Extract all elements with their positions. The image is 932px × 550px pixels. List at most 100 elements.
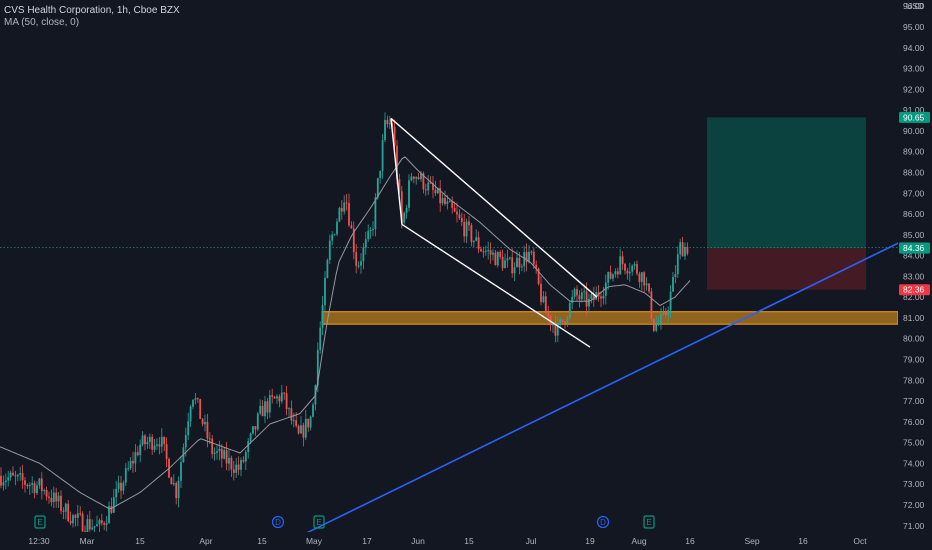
candle-body <box>530 251 533 253</box>
candle-body <box>38 478 41 486</box>
candle-body <box>470 225 473 243</box>
candle-body <box>192 399 194 407</box>
candle-body <box>381 140 384 171</box>
price-axis-tick: 84.00 <box>903 251 925 261</box>
candle-body <box>568 303 571 319</box>
candle-body <box>410 176 413 181</box>
candle-body <box>228 457 230 464</box>
candle-body <box>26 484 29 487</box>
candle-body <box>657 323 660 325</box>
candle-body <box>415 177 418 179</box>
candle-body <box>223 450 226 459</box>
candle-body <box>386 119 389 125</box>
price-axis-tick: 74.00 <box>903 458 925 468</box>
candle-body <box>189 406 192 422</box>
time-axis-tick: 16 <box>685 536 695 546</box>
candle-body <box>319 327 322 350</box>
candle-body <box>441 198 444 204</box>
candle-body <box>144 435 146 445</box>
candle-body <box>100 520 103 524</box>
candle-body <box>403 212 406 223</box>
price-tag <box>899 242 930 254</box>
earnings-event-marker <box>313 515 325 529</box>
time-axis-tick: 12:30 <box>28 536 50 546</box>
candle-body <box>16 474 19 477</box>
candle-body <box>556 322 559 336</box>
candle-body <box>444 198 446 205</box>
price-axis-tick: 83.00 <box>903 271 925 281</box>
candle-body <box>638 273 641 282</box>
price-axis-tick: 93.00 <box>903 64 925 74</box>
candle-body <box>216 451 218 453</box>
candle-body <box>343 202 346 212</box>
candle-body <box>667 310 670 316</box>
candle-body <box>345 202 348 204</box>
candle-body <box>372 228 374 231</box>
time-axis-tick: Apr <box>199 536 212 546</box>
candle-body <box>160 436 163 447</box>
candle-body <box>28 484 31 487</box>
time-axis-tick: 15 <box>464 536 474 546</box>
event-marker-label: D <box>275 518 281 527</box>
candle-body <box>552 324 554 326</box>
candle-body <box>252 426 254 434</box>
currency-label: USD <box>906 1 924 11</box>
candle-body <box>98 520 101 525</box>
candle-body <box>146 442 149 445</box>
price-axis-tick: 88.00 <box>903 167 925 177</box>
candle-body <box>33 483 36 494</box>
candle-body <box>592 294 595 300</box>
candle-body <box>290 408 293 421</box>
price-axis-tick: 87.00 <box>903 188 925 198</box>
candle-body <box>254 426 257 430</box>
candle-body <box>607 272 610 283</box>
candle-body <box>300 425 302 434</box>
candle-body <box>96 524 98 527</box>
candle-body <box>266 401 269 413</box>
candle-body <box>681 242 684 257</box>
candle-body <box>489 250 492 255</box>
candle-body <box>86 519 89 533</box>
candle-body <box>439 187 442 204</box>
candle-body <box>69 520 72 524</box>
candle-body <box>117 482 120 489</box>
candle-body <box>2 482 5 486</box>
time-axis-tick: Mar <box>80 536 95 546</box>
price-axis-tick: 81.00 <box>903 313 925 323</box>
candle-body <box>583 291 586 293</box>
candle-body <box>422 173 425 190</box>
candle-body <box>609 272 612 279</box>
candle-body <box>487 250 490 252</box>
candle-body <box>0 475 2 486</box>
candle-body <box>436 187 439 194</box>
candle-body <box>170 477 173 485</box>
candle-body <box>103 523 106 525</box>
candle-body <box>141 435 144 445</box>
candle-body <box>321 305 324 328</box>
candle-body <box>312 404 314 417</box>
candle-body <box>304 418 307 438</box>
candle-body <box>427 182 430 191</box>
candle-body <box>652 318 655 331</box>
candle-body <box>408 180 410 208</box>
time-axis <box>0 532 898 550</box>
candle-body <box>309 416 312 428</box>
candle-body <box>120 482 122 491</box>
price-axis-tick: 85.00 <box>903 230 925 240</box>
price-tag-label: 90.65 <box>903 112 925 122</box>
candle-body <box>571 296 574 304</box>
candle-body <box>516 257 518 268</box>
candle-body <box>213 452 216 454</box>
candle-body <box>48 496 50 498</box>
candle-body <box>148 436 151 443</box>
candle-body <box>388 123 391 125</box>
position-stop-zone <box>707 248 866 290</box>
candle-body <box>612 274 614 279</box>
candle-body <box>240 459 242 470</box>
candle-body <box>561 319 564 322</box>
candle-body <box>225 450 228 464</box>
candle-body <box>218 448 221 452</box>
candle-body <box>374 197 377 229</box>
candle-body <box>153 445 156 450</box>
